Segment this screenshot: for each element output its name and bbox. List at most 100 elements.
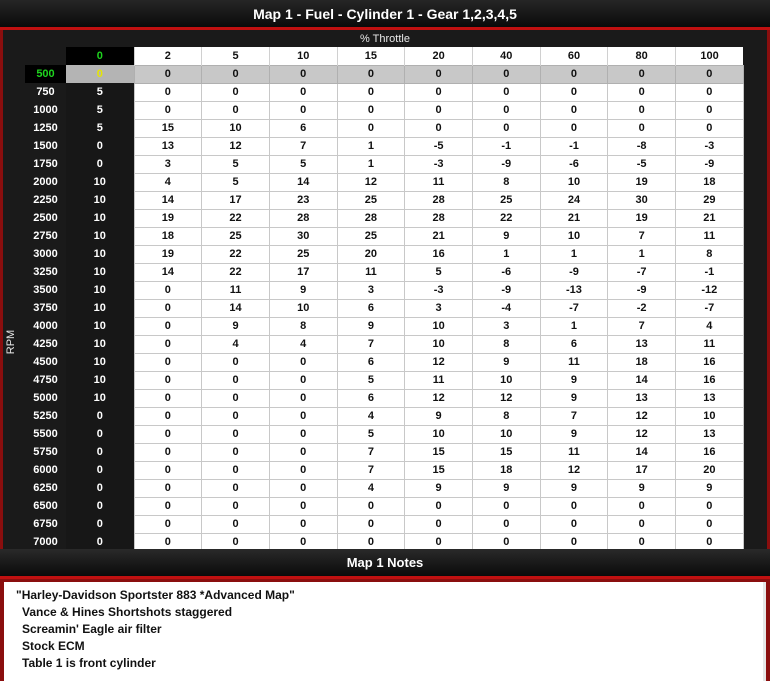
fuel-cell[interactable]: 11	[539, 442, 609, 462]
fuel-cell[interactable]: 13	[607, 388, 676, 408]
fuel-cell[interactable]: 0	[268, 388, 338, 408]
fuel-cell[interactable]: 25	[471, 190, 541, 210]
fuel-cell[interactable]: 9	[268, 280, 338, 300]
fuel-cell[interactable]: 0	[336, 118, 406, 138]
fuel-cell[interactable]: -13	[539, 280, 609, 300]
fuel-cell[interactable]: 19	[133, 208, 203, 228]
rpm-row-header[interactable]: 5750	[25, 443, 66, 461]
fuel-cell[interactable]: 6	[336, 352, 406, 372]
fuel-cell[interactable]: -9	[607, 280, 676, 300]
fuel-cell[interactable]: 0	[471, 496, 541, 516]
fuel-cell[interactable]: 0	[201, 388, 270, 408]
rpm-row-header[interactable]: 3500	[25, 281, 66, 299]
fuel-cell[interactable]: 10	[66, 389, 134, 407]
throttle-column-header[interactable]: 0	[66, 47, 134, 65]
fuel-cell[interactable]: 15	[471, 442, 541, 462]
fuel-cell[interactable]: 0	[268, 370, 338, 390]
fuel-cell[interactable]: 0	[471, 514, 541, 534]
fuel-cell[interactable]: 8	[268, 316, 338, 336]
fuel-cell[interactable]: 10	[66, 209, 134, 227]
fuel-cell[interactable]: 0	[607, 514, 676, 534]
fuel-cell[interactable]: 3	[133, 154, 203, 174]
fuel-cell[interactable]: 0	[268, 64, 338, 84]
fuel-cell[interactable]: 1	[336, 136, 406, 156]
fuel-cell[interactable]: 3	[471, 316, 541, 336]
fuel-cell[interactable]: 10	[66, 245, 134, 263]
notes-textarea[interactable]: "Harley-Davidson Sportster 883 *Advanced…	[4, 582, 766, 681]
fuel-cell[interactable]: 28	[404, 190, 473, 210]
fuel-cell[interactable]: 9	[675, 478, 744, 498]
fuel-cell[interactable]: 0	[539, 64, 609, 84]
fuel-cell[interactable]: 0	[66, 497, 134, 515]
fuel-cell[interactable]: 0	[66, 479, 134, 497]
fuel-cell[interactable]: 5	[336, 370, 406, 390]
fuel-cell[interactable]: 0	[336, 82, 406, 102]
fuel-cell[interactable]: -7	[675, 298, 744, 318]
fuel-cell[interactable]: 11	[336, 262, 406, 282]
fuel-cell[interactable]: 0	[133, 280, 203, 300]
fuel-cell[interactable]: 4	[268, 334, 338, 354]
fuel-cell[interactable]: 16	[404, 244, 473, 264]
throttle-column-header[interactable]: 15	[336, 47, 405, 65]
fuel-cell[interactable]: 7	[336, 442, 406, 462]
fuel-cell[interactable]: 0	[471, 532, 541, 552]
fuel-cell[interactable]: 16	[675, 352, 744, 372]
rpm-row-header[interactable]: 1750	[25, 155, 66, 173]
fuel-cell[interactable]: 8	[471, 172, 541, 192]
fuel-cell[interactable]: 0	[675, 514, 744, 534]
fuel-cell[interactable]: 25	[268, 244, 338, 264]
fuel-cell[interactable]: 11	[539, 352, 609, 372]
rpm-row-header[interactable]: 5500	[25, 425, 66, 443]
fuel-cell[interactable]: 10	[539, 172, 609, 192]
fuel-cell[interactable]: 0	[336, 64, 406, 84]
rpm-row-header[interactable]: 6250	[25, 479, 66, 497]
fuel-cell[interactable]: 0	[268, 442, 338, 462]
fuel-cell[interactable]: 0	[133, 478, 203, 498]
fuel-cell[interactable]: 0	[404, 532, 473, 552]
fuel-cell[interactable]: 24	[539, 190, 609, 210]
fuel-cell[interactable]: -1	[539, 136, 609, 156]
fuel-cell[interactable]: 0	[268, 406, 338, 426]
fuel-cell[interactable]: 0	[539, 118, 609, 138]
fuel-cell[interactable]: -9	[539, 262, 609, 282]
fuel-cell[interactable]: 19	[607, 208, 676, 228]
fuel-cell[interactable]: 7	[336, 334, 406, 354]
fuel-cell[interactable]: 25	[336, 190, 406, 210]
fuel-cell[interactable]: 9	[539, 370, 609, 390]
fuel-cell[interactable]: 29	[675, 190, 744, 210]
fuel-cell[interactable]: 7	[607, 226, 676, 246]
fuel-cell[interactable]: 28	[336, 208, 406, 228]
rpm-row-header[interactable]: 3750	[25, 299, 66, 317]
fuel-cell[interactable]: 0	[66, 461, 134, 479]
fuel-cell[interactable]: -1	[675, 262, 744, 282]
fuel-cell[interactable]: 0	[607, 82, 676, 102]
fuel-cell[interactable]: 0	[201, 442, 270, 462]
rpm-row-header[interactable]: 2000	[25, 173, 66, 191]
fuel-cell[interactable]: 0	[133, 100, 203, 120]
fuel-cell[interactable]: 22	[201, 208, 270, 228]
throttle-column-header[interactable]: 40	[471, 47, 541, 65]
fuel-cell[interactable]: 12	[404, 352, 473, 372]
fuel-cell[interactable]: 8	[471, 334, 541, 354]
fuel-cell[interactable]: 28	[404, 208, 473, 228]
fuel-cell[interactable]: 0	[404, 496, 473, 516]
fuel-cell[interactable]: 21	[539, 208, 609, 228]
fuel-cell[interactable]: 10	[66, 299, 134, 317]
fuel-cell[interactable]: 6	[336, 388, 406, 408]
fuel-cell[interactable]: 4	[336, 406, 406, 426]
fuel-cell[interactable]: -9	[471, 280, 541, 300]
rpm-row-header[interactable]: 2750	[25, 227, 66, 245]
fuel-cell[interactable]: 0	[404, 118, 473, 138]
fuel-cell[interactable]: 21	[675, 208, 744, 228]
rpm-row-header[interactable]: 6500	[25, 497, 66, 515]
fuel-cell[interactable]: 15	[404, 442, 473, 462]
fuel-cell[interactable]: 10	[268, 298, 338, 318]
fuel-cell[interactable]: 7	[336, 460, 406, 480]
fuel-cell[interactable]: 14	[268, 172, 338, 192]
fuel-cell[interactable]: 18	[675, 172, 744, 192]
fuel-cell[interactable]: 5	[201, 154, 270, 174]
fuel-cell[interactable]: 18	[471, 460, 541, 480]
fuel-cell[interactable]: 9	[607, 478, 676, 498]
fuel-cell[interactable]: 14	[201, 298, 270, 318]
fuel-cell[interactable]: 15	[404, 460, 473, 480]
